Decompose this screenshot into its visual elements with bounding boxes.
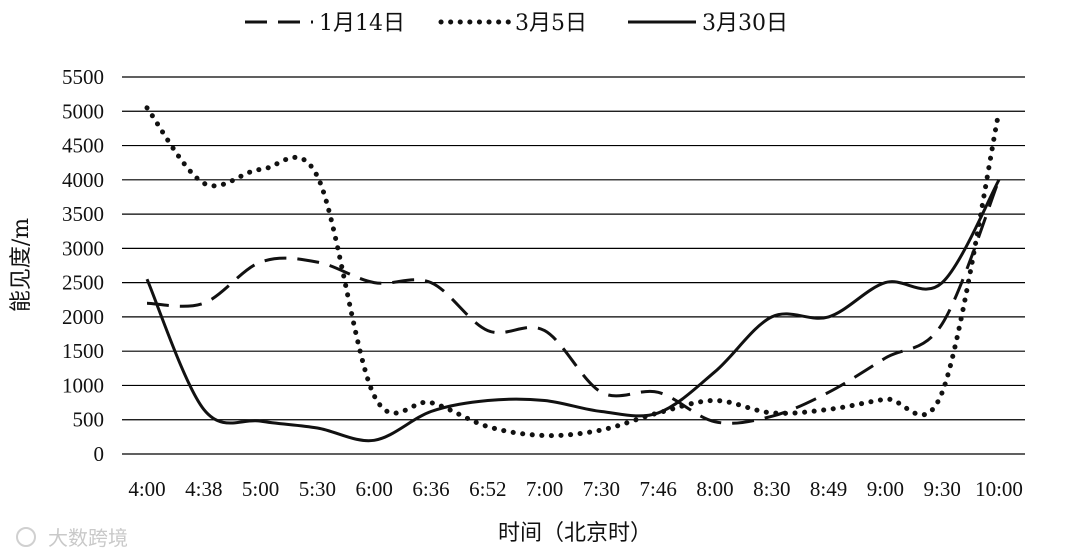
series-lines <box>144 105 1002 443</box>
series-line-3 <box>145 179 1001 443</box>
y-tick-label: 5500 <box>62 65 104 89</box>
x-tick-label: 5:30 <box>299 477 336 501</box>
x-tick-label: 4:38 <box>185 477 222 501</box>
x-tick-label: 9:30 <box>924 477 961 501</box>
y-tick-label: 1500 <box>62 339 104 363</box>
y-tick-label: 1000 <box>62 373 104 397</box>
legend-label: 3月5日 <box>515 11 587 36</box>
y-tick-label: 500 <box>73 408 105 432</box>
series-line-2 <box>144 105 1002 439</box>
x-tick-label: 6:36 <box>412 477 449 501</box>
x-tick-label: 6:52 <box>469 477 506 501</box>
x-axis-title: 时间（北京时） <box>498 521 652 546</box>
y-tick-label: 3000 <box>62 236 104 260</box>
legend: 1月14日 3月5日 3月30日 <box>245 11 788 36</box>
watermark-text: 大数跨境 <box>48 526 128 550</box>
watermark: 大数跨境 <box>16 526 128 550</box>
x-tick-label: 7:00 <box>526 477 563 501</box>
x-tick-label: 4:00 <box>128 477 165 501</box>
x-tick-label: 9:00 <box>867 477 904 501</box>
series-line-1 <box>146 179 1001 425</box>
legend-label: 3月30日 <box>702 11 788 36</box>
y-tick-label: 2500 <box>62 271 104 295</box>
x-tick-label: 7:46 <box>640 477 677 501</box>
x-tick-label: 8:00 <box>696 477 733 501</box>
y-tick-label: 3500 <box>62 202 104 226</box>
x-axis-ticks: 4:00 4:38 5:00 5:30 6:00 6:36 6:52 7:00 7:30 7:46… <box>128 477 1023 501</box>
x-tick-label: 7:30 <box>583 477 620 501</box>
x-tick-label: 8:30 <box>753 477 790 501</box>
legend-label: 1月14日 <box>319 11 405 36</box>
y-axis-ticks: 0 500 1000 1500 2000 2500 3000 3500 4000 4500 5000… <box>62 65 104 466</box>
x-tick-label: 8:49 <box>810 477 847 501</box>
y-tick-label: 0 <box>94 442 105 466</box>
x-tick-label: 6:00 <box>356 477 393 501</box>
x-tick-label: 10:00 <box>975 477 1023 501</box>
y-axis-title: 能见度/m <box>9 218 34 312</box>
y-tick-label: 4500 <box>62 134 104 158</box>
y-tick-label: 2000 <box>62 305 104 329</box>
y-tick-label: 4000 <box>62 168 104 192</box>
x-tick-label: 5:00 <box>242 477 279 501</box>
gridlines <box>122 76 1025 455</box>
watermark-logo-icon <box>16 527 36 547</box>
y-tick-label: 5000 <box>62 99 104 123</box>
